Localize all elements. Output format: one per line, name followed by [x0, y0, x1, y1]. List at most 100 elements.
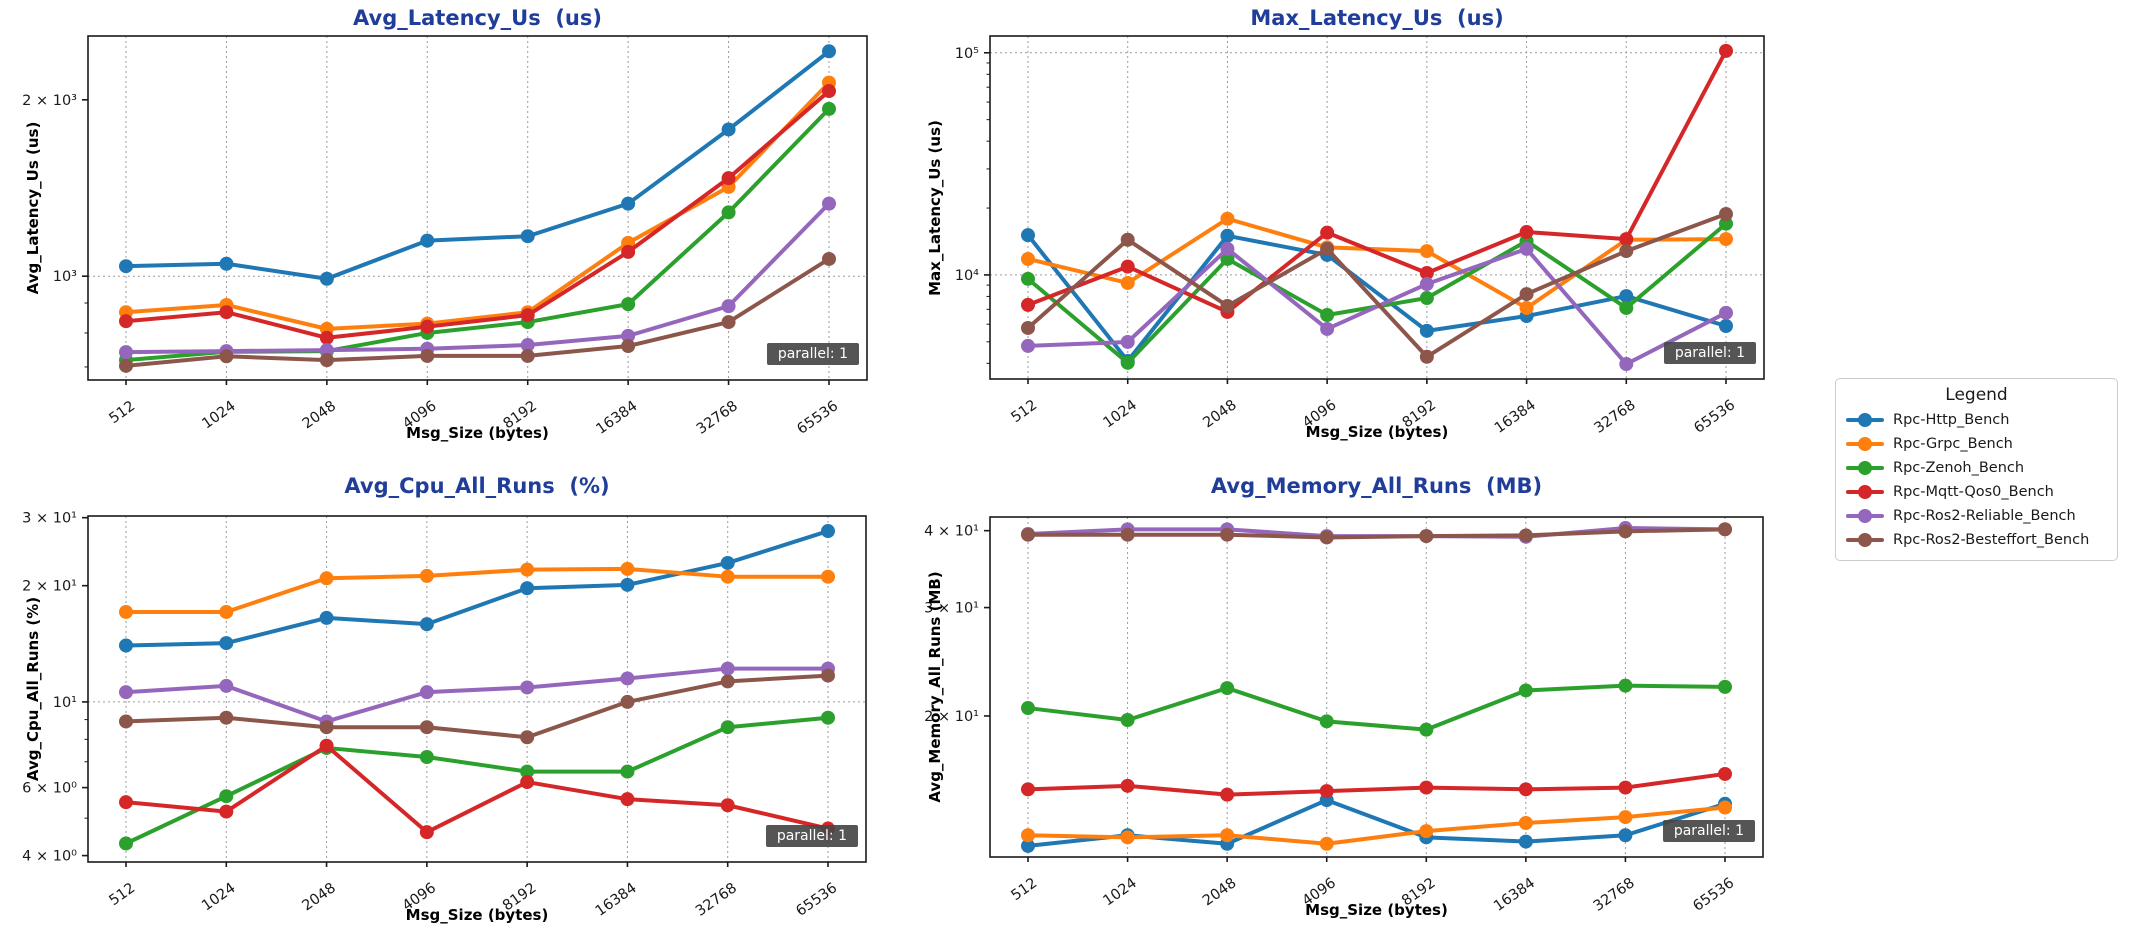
series-marker-icon [1846, 485, 1884, 499]
data-point [1519, 241, 1534, 256]
legend-entry-label: Rpc-Http_Bench [1893, 412, 2010, 428]
series-Rpc-Ros2-Reliable_Bench [119, 196, 836, 360]
data-point [721, 299, 736, 314]
data-point [319, 571, 334, 586]
data-point [520, 680, 535, 695]
data-point [1519, 287, 1534, 302]
x-tick-label: 512 [1008, 875, 1040, 904]
data-point [1419, 291, 1434, 306]
data-point [1419, 266, 1434, 281]
series-marker-icon [1846, 509, 1884, 523]
data-point [119, 685, 133, 700]
x-tick-label: 2048 [1200, 397, 1239, 431]
series-Rpc-Ros2-Reliable_Bench [1021, 241, 1733, 372]
x-axis-label: Msg_Size (bytes) [1305, 901, 1448, 919]
data-point [1719, 318, 1733, 333]
legend-entry: Rpc-Grpc_Bench [1846, 432, 2107, 456]
y-tick-label: 10⁴ [955, 268, 979, 284]
data-point [219, 604, 234, 619]
data-point [821, 668, 835, 683]
data-point [1618, 678, 1633, 693]
data-point [1220, 527, 1235, 542]
data-point [1619, 357, 1634, 372]
y-tick-label: 10¹ [53, 695, 77, 711]
x-tick-label: 512 [106, 880, 138, 909]
legend-entry-label: Rpc-Grpc_Bench [1893, 436, 2013, 452]
data-point [1619, 300, 1634, 315]
parallel-badge: parallel: 1 [1662, 820, 1755, 842]
data-point [419, 825, 434, 840]
x-tick-label: 16384 [1491, 875, 1538, 915]
data-point [1618, 828, 1633, 843]
chart-title: Avg_Memory_All_Runs (MB) [1210, 474, 1543, 498]
data-point [720, 569, 735, 584]
x-tick-label: 2048 [299, 880, 338, 914]
data-point [1319, 836, 1334, 851]
data-point [620, 694, 635, 709]
chart-title: Avg_Latency_Us (us) [353, 6, 602, 30]
data-point [1419, 277, 1434, 292]
data-point [1220, 298, 1235, 313]
y-tick-label: 4 × 10¹ [924, 524, 979, 540]
data-point [119, 795, 133, 810]
data-point [1021, 338, 1035, 353]
data-point [1719, 232, 1733, 247]
series-Rpc-Mqtt-Qos0_Bench [119, 84, 836, 345]
data-point [1618, 810, 1633, 825]
legend-title: Legend [1945, 385, 2008, 405]
data-point [1021, 782, 1035, 797]
y-tick-label: 10³ [53, 269, 77, 285]
data-point [1220, 681, 1235, 696]
data-point [1518, 834, 1533, 849]
data-point [1021, 701, 1035, 716]
data-point [520, 562, 535, 577]
x-tick-label: 65536 [1690, 875, 1737, 915]
data-point [1518, 528, 1533, 543]
x-tick-label: 2048 [1200, 875, 1239, 909]
data-point [119, 345, 133, 360]
y-tick-label: 2 × 10¹ [22, 579, 77, 595]
data-point [822, 44, 836, 59]
data-point [1021, 828, 1035, 843]
chart-title: Max_Latency_Us (us) [1250, 6, 1504, 30]
series-Rpc-Ros2-Reliable_Bench [119, 661, 835, 729]
data-point [1419, 529, 1434, 544]
data-point [1320, 241, 1335, 256]
data-point [420, 348, 435, 363]
data-point [520, 338, 535, 353]
data-point [420, 233, 435, 248]
x-axis-label: Msg_Size (bytes) [406, 424, 549, 442]
data-point [1220, 787, 1235, 802]
data-point [520, 581, 535, 596]
data-point [1021, 228, 1035, 243]
series-Rpc-Ros2-Besteffort_Bench [119, 251, 836, 373]
data-point [1021, 251, 1035, 266]
data-point [621, 339, 636, 354]
data-point [721, 171, 736, 186]
x-axis-label: Msg_Size (bytes) [1305, 423, 1449, 441]
data-point [1719, 216, 1733, 231]
data-point [219, 789, 234, 804]
data-point [822, 196, 836, 211]
data-point [821, 569, 835, 584]
series-Rpc-Http_Bench [119, 524, 835, 653]
series-Rpc-Zenoh_Bench [1021, 678, 1732, 737]
data-point [621, 196, 636, 211]
y-tick-label: 2 × 10³ [22, 93, 77, 109]
y-tick-label: 10⁵ [955, 46, 979, 62]
data-point [1120, 355, 1135, 370]
x-tick-label: 1024 [1101, 397, 1140, 431]
data-point [821, 710, 835, 725]
data-point [822, 251, 836, 266]
legend-entry-label: Rpc-Zenoh_Bench [1893, 460, 2025, 476]
data-point [419, 568, 434, 583]
data-point [720, 674, 735, 689]
data-point [1719, 305, 1733, 320]
y-tick-label: 3 × 10¹ [924, 601, 979, 617]
data-point [520, 348, 535, 363]
data-point [821, 524, 835, 539]
data-point [1419, 824, 1434, 839]
data-point [119, 259, 133, 274]
data-point [419, 720, 434, 735]
